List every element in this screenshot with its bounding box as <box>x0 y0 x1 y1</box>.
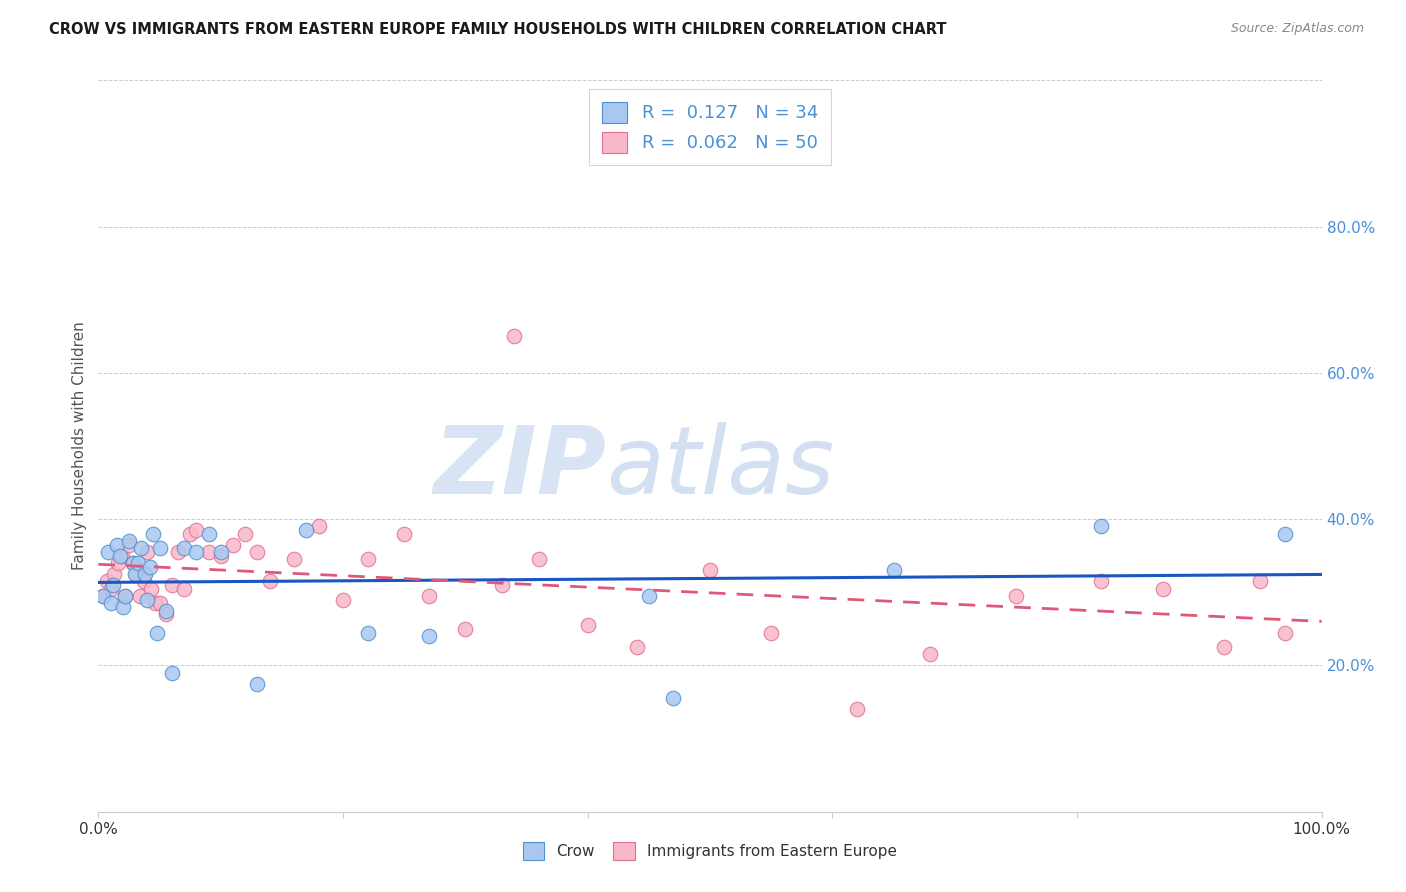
Point <box>209 549 232 563</box>
Text: Source: ZipAtlas.com: Source: ZipAtlas.com <box>1230 22 1364 36</box>
Point <box>124 567 146 582</box>
Point <box>101 578 124 592</box>
Point <box>139 559 162 574</box>
Text: ZIP: ZIP <box>433 422 606 514</box>
Point <box>626 640 648 655</box>
Point <box>111 599 134 614</box>
Point <box>418 589 440 603</box>
Point <box>576 618 599 632</box>
Point <box>392 526 416 541</box>
Point <box>127 556 149 570</box>
Point <box>418 629 440 643</box>
Point <box>149 541 172 556</box>
Point <box>167 545 190 559</box>
Point <box>114 589 136 603</box>
Point <box>503 329 526 343</box>
Point <box>118 538 141 552</box>
Point <box>121 556 143 570</box>
Point <box>527 552 550 566</box>
Point <box>142 526 165 541</box>
Point <box>125 567 148 582</box>
Point <box>699 563 721 577</box>
Point <box>308 519 330 533</box>
Text: atlas: atlas <box>606 423 834 514</box>
Point <box>295 523 318 537</box>
Point <box>1274 625 1296 640</box>
Point <box>146 625 169 640</box>
Point <box>662 691 685 706</box>
Point <box>259 574 281 589</box>
Point <box>845 702 868 716</box>
Point <box>356 625 378 640</box>
Point <box>233 526 256 541</box>
Point <box>883 563 905 577</box>
Point <box>1249 574 1271 589</box>
Point <box>1152 582 1174 596</box>
Point <box>160 578 183 592</box>
Point <box>97 545 120 559</box>
Point <box>1004 589 1026 603</box>
Point <box>129 541 152 556</box>
Point <box>91 589 114 603</box>
Point <box>100 582 122 596</box>
Point <box>132 574 155 589</box>
Point <box>118 534 141 549</box>
Point <box>134 567 156 582</box>
Point <box>920 648 942 662</box>
Point <box>1090 574 1112 589</box>
Point <box>96 574 118 589</box>
Point <box>103 567 125 582</box>
Point <box>246 545 269 559</box>
Point <box>246 676 269 690</box>
Point <box>111 549 134 563</box>
Point <box>332 592 354 607</box>
Point <box>136 545 159 559</box>
Point <box>143 596 166 610</box>
Point <box>1090 519 1112 533</box>
Point <box>155 607 177 622</box>
Point <box>155 603 177 617</box>
Point <box>761 625 783 640</box>
Point <box>1274 526 1296 541</box>
Point <box>209 545 232 559</box>
Point <box>1212 640 1234 655</box>
Y-axis label: Family Households with Children: Family Households with Children <box>72 322 87 570</box>
Point <box>283 552 305 566</box>
Point <box>638 589 661 603</box>
Point <box>114 589 136 603</box>
Text: CROW VS IMMIGRANTS FROM EASTERN EUROPE FAMILY HOUSEHOLDS WITH CHILDREN CORRELATI: CROW VS IMMIGRANTS FROM EASTERN EUROPE F… <box>49 22 946 37</box>
Point <box>91 589 114 603</box>
Point <box>491 578 513 592</box>
Point <box>136 592 159 607</box>
Point <box>105 538 128 552</box>
Point <box>173 582 195 596</box>
Point <box>139 582 162 596</box>
Legend: Crow, Immigrants from Eastern Europe: Crow, Immigrants from Eastern Europe <box>517 837 903 866</box>
Point <box>160 665 183 680</box>
Point <box>454 622 477 636</box>
Point <box>356 552 378 566</box>
Point <box>129 589 152 603</box>
Point <box>186 545 208 559</box>
Point <box>121 556 143 570</box>
Point <box>179 526 201 541</box>
Point <box>197 545 219 559</box>
Point <box>222 538 245 552</box>
Point <box>197 526 219 541</box>
Point <box>173 541 195 556</box>
Point <box>110 549 132 563</box>
Point <box>107 556 129 570</box>
Point <box>149 596 172 610</box>
Point <box>100 596 122 610</box>
Point <box>186 523 208 537</box>
